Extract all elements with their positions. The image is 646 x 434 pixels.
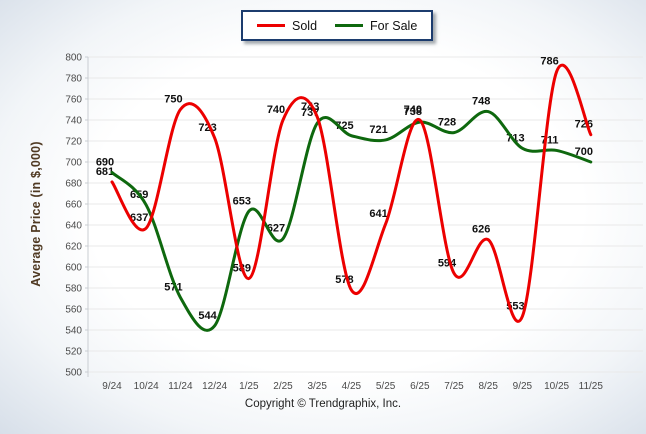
svg-text:626: 626 xyxy=(472,224,490,236)
svg-text:11/25: 11/25 xyxy=(579,381,604,392)
svg-text:11/24: 11/24 xyxy=(168,381,193,392)
svg-text:740: 740 xyxy=(404,104,422,116)
svg-text:560: 560 xyxy=(65,305,82,316)
svg-text:680: 680 xyxy=(65,179,82,190)
svg-text:544: 544 xyxy=(198,310,217,322)
svg-text:620: 620 xyxy=(65,242,82,253)
svg-text:786: 786 xyxy=(540,56,558,68)
legend-label-sold: Sold xyxy=(292,18,318,33)
svg-text:520: 520 xyxy=(65,347,82,358)
svg-text:1/25: 1/25 xyxy=(239,381,259,392)
legend-item-for-sale: For Sale xyxy=(335,19,417,33)
svg-text:640: 640 xyxy=(65,221,82,232)
svg-text:12/24: 12/24 xyxy=(202,381,227,392)
svg-text:10/24: 10/24 xyxy=(134,381,159,392)
svg-text:711: 711 xyxy=(541,134,559,146)
svg-text:10/25: 10/25 xyxy=(544,381,569,392)
svg-text:4/25: 4/25 xyxy=(342,381,362,392)
svg-text:637: 637 xyxy=(130,212,148,224)
svg-text:748: 748 xyxy=(472,96,490,108)
svg-text:750: 750 xyxy=(164,94,182,106)
svg-text:578: 578 xyxy=(335,274,353,286)
svg-text:5/25: 5/25 xyxy=(376,381,396,392)
svg-text:660: 660 xyxy=(65,200,82,211)
svg-text:9/25: 9/25 xyxy=(513,381,533,392)
svg-text:740: 740 xyxy=(65,116,82,127)
svg-text:6/25: 6/25 xyxy=(410,381,430,392)
svg-text:600: 600 xyxy=(65,263,82,274)
svg-text:800: 800 xyxy=(65,53,82,64)
svg-text:721: 721 xyxy=(369,124,387,136)
svg-text:8/25: 8/25 xyxy=(478,381,498,392)
svg-text:2/25: 2/25 xyxy=(273,381,293,392)
svg-text:3/25: 3/25 xyxy=(307,381,327,392)
y-axis-title: Average Price (in $,000) xyxy=(29,141,43,287)
legend-label-for-sale: For Sale xyxy=(370,18,418,33)
svg-text:627: 627 xyxy=(267,223,285,235)
svg-text:641: 641 xyxy=(369,208,387,220)
svg-text:9/24: 9/24 xyxy=(102,381,122,392)
svg-text:700: 700 xyxy=(575,146,593,158)
svg-text:740: 740 xyxy=(267,104,285,116)
svg-text:728: 728 xyxy=(438,117,456,129)
legend-item-sold: Sold xyxy=(257,19,317,33)
svg-text:681: 681 xyxy=(96,166,114,178)
for-sale-line-swatch-icon xyxy=(335,24,364,27)
svg-text:726: 726 xyxy=(575,119,593,131)
copyright-text: Copyright © Trendgraphix, Inc. xyxy=(244,398,402,410)
svg-text:540: 540 xyxy=(65,326,82,337)
chart-legend: Sold For Sale xyxy=(241,10,434,41)
svg-text:580: 580 xyxy=(65,284,82,295)
sold-line-swatch-icon xyxy=(257,24,285,27)
svg-text:500: 500 xyxy=(65,368,82,379)
svg-text:720: 720 xyxy=(65,137,82,148)
svg-text:760: 760 xyxy=(65,95,82,106)
svg-text:7/25: 7/25 xyxy=(444,381,464,392)
svg-text:738: 738 xyxy=(404,106,422,118)
svg-text:653: 653 xyxy=(233,195,251,207)
svg-text:780: 780 xyxy=(65,74,82,85)
svg-text:594: 594 xyxy=(438,257,457,269)
svg-text:690: 690 xyxy=(96,157,114,169)
svg-text:700: 700 xyxy=(65,158,82,169)
